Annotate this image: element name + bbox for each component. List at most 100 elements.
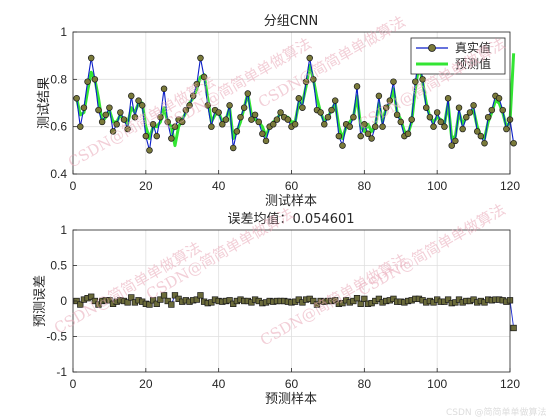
top-y-ticks: 0.4 0.6 0.8 1 (50, 25, 77, 181)
actual-point (419, 76, 426, 83)
legend-marker-actual (428, 44, 436, 52)
top-x-tick-label: 100 (427, 179, 447, 193)
actual-point (270, 121, 277, 128)
error-point (153, 300, 160, 307)
error-point (310, 297, 317, 305)
bottom-y-tick-label: -1 (56, 365, 67, 379)
error-point (193, 296, 200, 303)
error-point (146, 301, 153, 308)
actual-point (153, 132, 161, 140)
actual-point (295, 95, 303, 102)
actual-point (477, 132, 485, 140)
bottom-x-tick-label: 80 (358, 377, 372, 391)
actual-point (87, 54, 95, 62)
bottom-chart: 0 20 40 60 80 100 120 -1 -0.5 0 0.5 1 误差均值：0.05460… (33, 211, 520, 407)
actual-point (379, 123, 386, 130)
error-point (91, 297, 99, 305)
bottom-y-ticks: -1 -0.5 0 0.5 1 (46, 223, 77, 379)
actual-point (310, 76, 317, 83)
error-point (88, 293, 95, 300)
actual-point (128, 92, 135, 100)
error-point (197, 292, 204, 299)
actual-point (244, 90, 252, 97)
actual-point (262, 137, 270, 145)
actual-point (204, 102, 211, 109)
actual-point (386, 97, 394, 104)
actual-point (291, 121, 299, 128)
actual-point (186, 102, 193, 109)
legend-label-actual: 真实值 (455, 40, 491, 55)
top-x-tick-label: 40 (212, 179, 226, 193)
actual-point (277, 109, 284, 116)
actual-point (95, 106, 102, 114)
actual-point (339, 142, 346, 149)
error-point (332, 297, 339, 304)
actual-point (84, 78, 91, 85)
top-y-tick-label: 0.4 (50, 167, 67, 181)
actual-point (237, 113, 244, 121)
actual-point (251, 111, 259, 119)
actual-point (448, 142, 455, 149)
actual-point (412, 78, 419, 85)
bottom-series (73, 292, 517, 332)
credit-sub-text: CSDN @简简单单做算法 (446, 406, 547, 418)
actual-point (353, 83, 361, 90)
actual-point (197, 54, 204, 62)
actual-point (109, 128, 117, 135)
top-xlabel: 测试样本 (265, 194, 317, 209)
actual-point (390, 78, 397, 85)
actual-point (382, 104, 390, 111)
actual-point (510, 139, 517, 147)
actual-point (393, 111, 401, 119)
actual-point (138, 102, 146, 109)
actual-point (135, 97, 142, 104)
bottom-y-tick-label: 0 (60, 294, 67, 308)
actual-point (499, 106, 506, 114)
top-y-tick-label: 0.6 (50, 120, 67, 134)
error-point (124, 299, 131, 306)
top-x-tick-label: 120 (500, 179, 520, 193)
legend-box (410, 37, 506, 75)
actual-point (142, 132, 150, 140)
actual-point (80, 104, 88, 111)
bottom-title: 误差均值：0.054601 (227, 211, 354, 227)
error-point (353, 295, 361, 302)
bottom-x-tick-label: 40 (212, 377, 226, 391)
bottom-x-tick-label: 20 (139, 377, 153, 391)
actual-point (160, 85, 168, 93)
actual-point (98, 118, 106, 126)
actual-point (240, 104, 248, 111)
actual-point (350, 113, 357, 121)
bottom-x-tick-label: 100 (427, 377, 447, 391)
error-point (128, 294, 135, 301)
actual-point (113, 121, 120, 128)
actual-point (299, 104, 306, 111)
actual-point (179, 118, 186, 126)
actual-point (346, 123, 354, 130)
actual-point (193, 80, 201, 88)
actual-point (328, 106, 335, 114)
actual-point (229, 144, 237, 152)
bottom-x-tick-label: 120 (500, 377, 520, 391)
actual-point (215, 109, 222, 116)
error-point (168, 301, 175, 308)
actual-point (302, 78, 310, 85)
actual-point (459, 125, 466, 133)
top-y-tick-label: 1 (60, 25, 67, 39)
actual-point (131, 113, 139, 121)
actual-point (189, 92, 197, 100)
actual-point (463, 113, 470, 121)
actual-point (164, 118, 171, 126)
actual-point (455, 104, 463, 111)
actual-point (364, 130, 372, 138)
actual-point (248, 116, 255, 123)
actual-point (321, 121, 328, 128)
actual-point (473, 128, 481, 135)
actual-point (484, 113, 492, 121)
actual-point (422, 104, 430, 111)
top-ylabel: 测试结果 (37, 77, 52, 129)
actual-point (273, 116, 281, 123)
credit-overlay: 掘金技术社区 @ 简简单单做算法 CSDN @简简单单做算法 (333, 391, 547, 418)
error-point (164, 297, 171, 305)
error-point (510, 324, 517, 332)
